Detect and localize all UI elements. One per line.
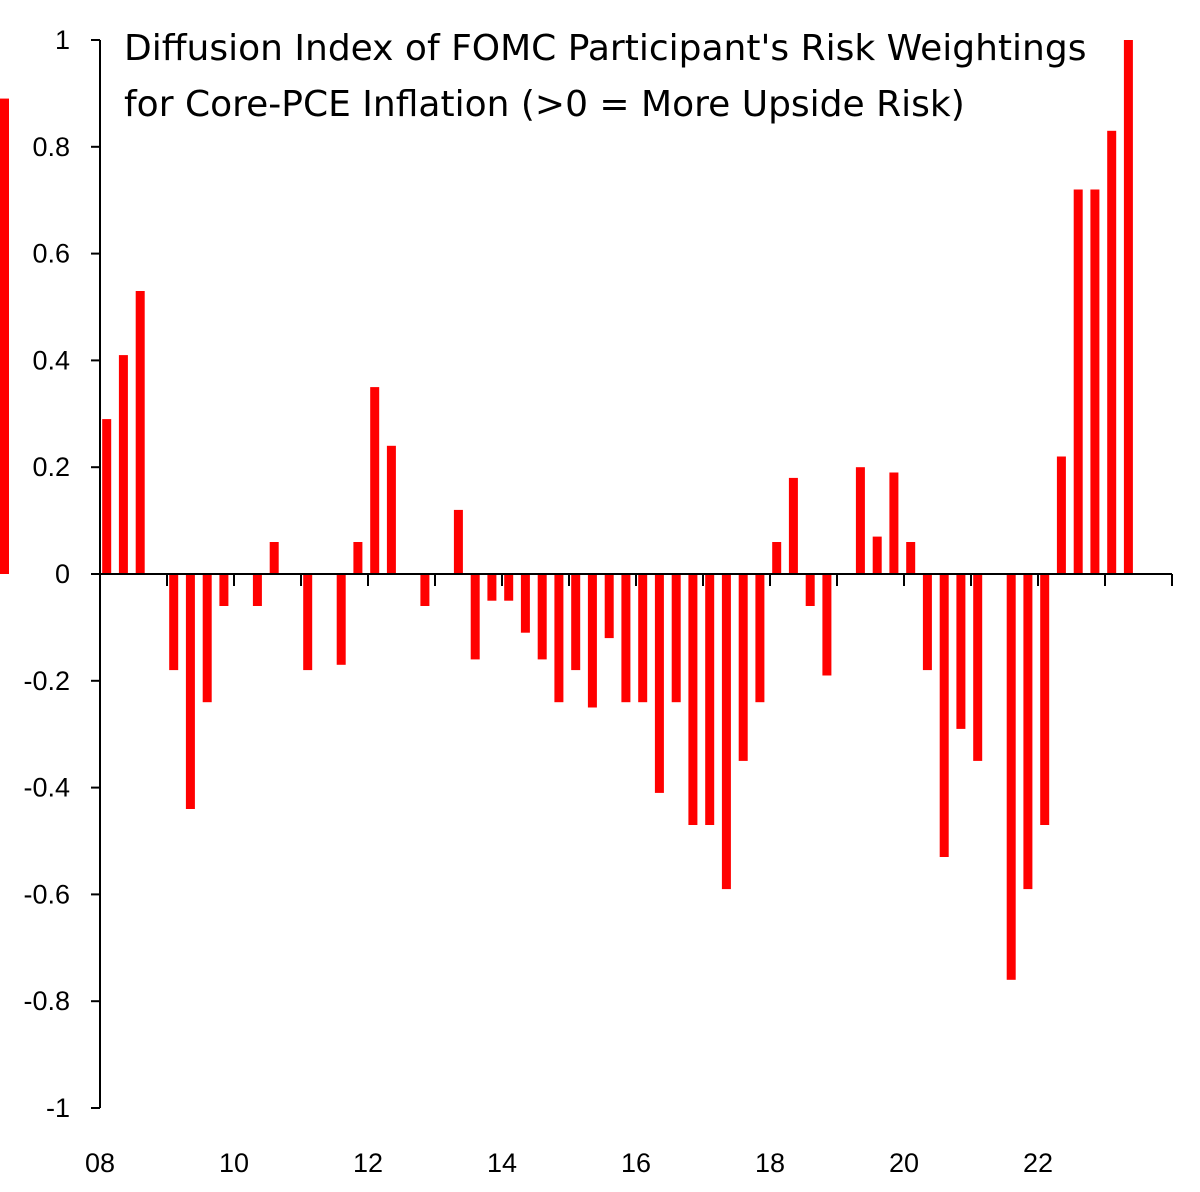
bar — [420, 574, 430, 606]
y-tick-label: 0.6 — [32, 239, 70, 269]
x-tick-label: 22 — [1023, 1148, 1053, 1178]
bar — [554, 574, 564, 703]
x-tick-label: 16 — [621, 1148, 651, 1178]
bar — [721, 574, 731, 890]
bar — [202, 574, 212, 703]
bar — [1040, 574, 1050, 825]
bar — [1123, 40, 1133, 574]
bar — [1073, 189, 1083, 574]
bar — [973, 574, 983, 761]
y-tick-label: -0.6 — [23, 879, 70, 909]
bar — [872, 536, 882, 574]
bars-group — [0, 40, 1133, 980]
bar — [705, 574, 715, 825]
x-tick-label: 08 — [85, 1148, 115, 1178]
y-tick-label: 0.2 — [32, 452, 70, 482]
bar — [504, 574, 514, 601]
bar — [1056, 456, 1066, 574]
bar — [571, 574, 581, 671]
y-tick-label: 1 — [55, 25, 70, 55]
bar — [102, 419, 112, 574]
bar — [906, 542, 916, 574]
bar — [855, 467, 865, 574]
chart-title-line-1: Diffusion Index of FOMC Participant's Ri… — [124, 28, 1086, 69]
bar — [185, 574, 195, 809]
y-tick-label: 0.8 — [32, 132, 70, 162]
bar — [638, 574, 648, 703]
bar — [135, 291, 145, 574]
bar — [772, 542, 782, 574]
y-tick-label: -1 — [46, 1093, 70, 1123]
bar — [453, 509, 463, 574]
bar — [487, 574, 497, 601]
x-tick-label: 14 — [487, 1148, 517, 1178]
bar — [1107, 130, 1117, 575]
bar — [353, 542, 363, 574]
bar — [587, 574, 597, 708]
x-tick-label: 12 — [353, 1148, 383, 1178]
y-axis-tick-labels: 1 0.8 0.6 0.4 0.2 0 -0.2 -0.4 -0.6 -0.8 -1 — [23, 25, 70, 1123]
chart-title-line-2: for Core-PCE Inflation (>0 = More Upside… — [124, 84, 965, 125]
y-axis-ticks — [91, 39, 100, 1109]
bar — [788, 477, 798, 574]
x-axis-tick-labels: 08 10 12 14 16 18 20 22 — [85, 1148, 1053, 1178]
bar — [118, 355, 128, 574]
bar — [370, 387, 380, 574]
bar — [537, 574, 547, 660]
bar — [1006, 574, 1016, 980]
bar — [1090, 189, 1100, 574]
bar — [520, 574, 530, 633]
y-tick-label: -0.2 — [23, 666, 70, 696]
bar — [1023, 574, 1033, 890]
bar — [470, 574, 480, 660]
bar — [755, 574, 765, 703]
bar — [219, 574, 229, 606]
bar — [0, 248, 9, 575]
bar — [252, 574, 262, 606]
x-tick-label: 18 — [755, 1148, 785, 1178]
bar — [738, 574, 748, 761]
bar — [621, 574, 631, 703]
y-tick-label: -0.4 — [23, 773, 70, 803]
bar — [269, 542, 279, 574]
bar — [386, 445, 396, 574]
y-tick-label: -0.8 — [23, 986, 70, 1016]
x-axis-ticks — [99, 574, 1173, 586]
y-tick-label: 0.4 — [32, 345, 70, 375]
bar — [822, 574, 832, 676]
bar — [303, 574, 313, 671]
bar — [922, 574, 932, 671]
bar — [654, 574, 664, 793]
x-tick-label: 10 — [219, 1148, 249, 1178]
bar — [805, 574, 815, 606]
bar — [604, 574, 614, 639]
bar — [169, 574, 179, 671]
x-tick-label: 20 — [889, 1148, 919, 1178]
bar — [939, 574, 949, 857]
bar — [956, 574, 966, 729]
bar — [336, 574, 346, 665]
bar — [671, 574, 681, 703]
y-tick-label: 0 — [55, 559, 70, 589]
bar — [889, 472, 899, 574]
bar — [688, 574, 698, 825]
